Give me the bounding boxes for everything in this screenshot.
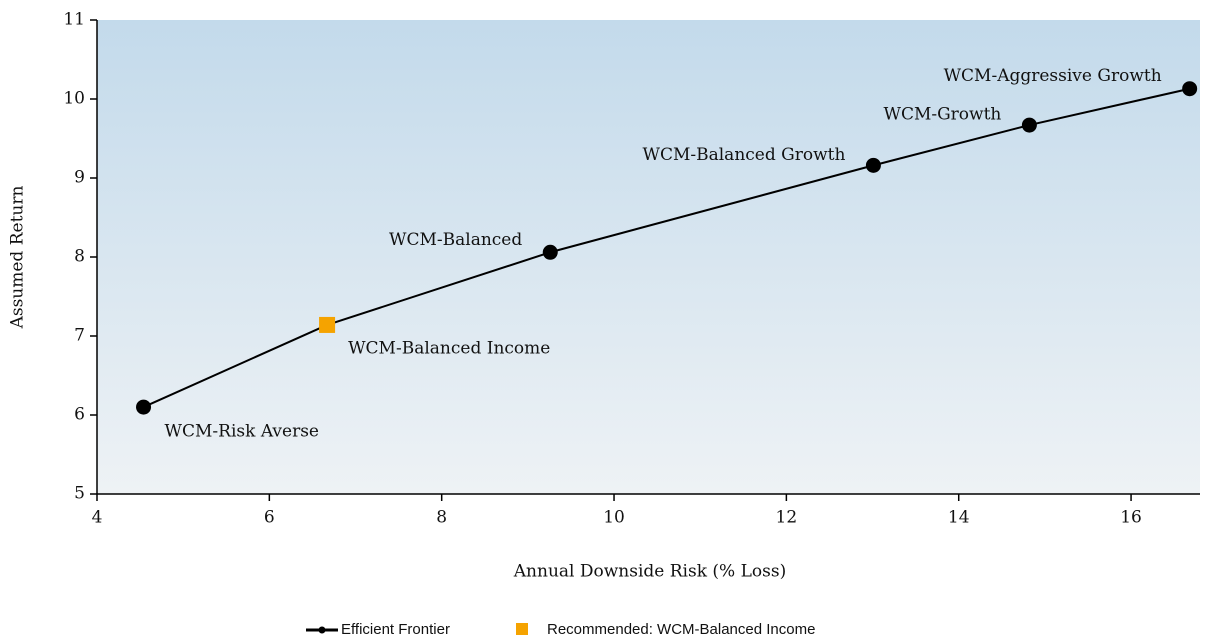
y-tick-label: 7 <box>74 326 85 346</box>
frontier-point <box>1182 81 1198 97</box>
legend-label: Efficient Frontier <box>341 621 450 638</box>
x-tick-label: 12 <box>776 508 798 528</box>
y-tick-label: 8 <box>74 247 85 267</box>
legend-dot <box>318 626 326 634</box>
frontier-point <box>136 399 152 415</box>
y-tick-label: 10 <box>63 89 85 109</box>
x-tick-label: 14 <box>948 508 970 528</box>
point-label: WCM-Balanced Income <box>348 338 550 358</box>
point-label: WCM-Aggressive Growth <box>944 66 1162 86</box>
legend-label: Recommended: WCM-Balanced Income <box>547 621 815 638</box>
frontier-point <box>1021 117 1037 133</box>
y-tick-label: 5 <box>74 484 85 504</box>
point-label: WCM-Growth <box>883 105 1001 125</box>
point-label: WCM-Risk Averse <box>165 422 319 442</box>
frontier-point <box>865 157 881 173</box>
point-label: WCM-Balanced <box>389 230 522 250</box>
y-tick-label: 6 <box>74 405 85 425</box>
x-tick-label: 8 <box>436 508 447 528</box>
x-tick-label: 6 <box>264 508 275 528</box>
y-axis-label: Assumed Return <box>8 186 28 330</box>
y-tick-label: 9 <box>74 168 85 188</box>
frontier-point <box>542 244 558 260</box>
plot-background <box>97 20 1200 494</box>
point-label: WCM-Balanced Growth <box>642 145 845 165</box>
frontier-line <box>143 87 1190 409</box>
x-tick-label: 16 <box>1120 508 1142 528</box>
x-tick-label: 4 <box>92 508 103 528</box>
x-axis-label: Annual Downside Risk (% Loss) <box>513 562 786 582</box>
y-tick-label: 11 <box>63 10 85 30</box>
recommended-point <box>319 316 336 333</box>
x-tick-label: 10 <box>603 508 625 528</box>
legend-square <box>516 623 528 635</box>
